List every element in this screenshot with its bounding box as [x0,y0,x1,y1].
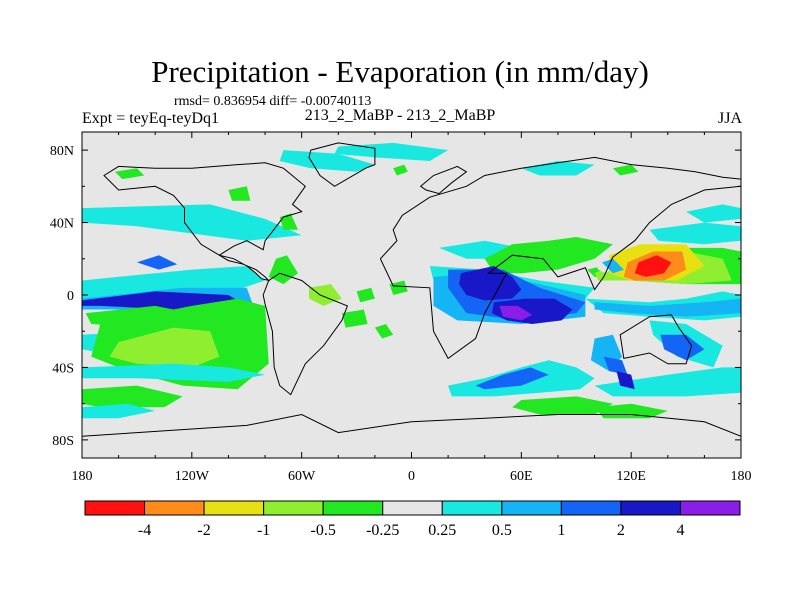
contour-region [82,403,156,419]
model-label: 213_2_MaBP - 213_2_MaBP [304,107,496,124]
contour-region [374,324,394,339]
colorbar-label: -2 [197,522,210,539]
contour-region [512,396,613,415]
coastline-north-america [103,162,306,256]
colorbar-box [84,500,146,516]
contour-region [612,164,639,176]
contour-region [499,305,533,321]
x-axis: 180 120W 60W 0 60E 120E 180 [72,132,752,484]
y-tick-label: 80N [50,144,74,159]
y-tick-label: 40N [50,217,74,232]
colorbar: -4 -2 -1 -0.5 -0.25 0.25 0.5 1 2 4 [84,500,741,539]
contour-region [136,255,178,270]
contour-region [484,237,613,274]
x-tick-label: 120E [616,469,646,484]
experiment-label: Expt = teyEq-teyDq1 [82,110,219,127]
chart-title: Precipitation - Evaporation (in mm/day) [151,54,649,89]
coastline-afro-eurasia [379,156,741,360]
x-tick-label: 60E [510,469,533,484]
contour-region [594,298,741,317]
x-tick-label: 0 [408,469,415,484]
contour-region [521,161,595,176]
colorbar-box [203,500,265,516]
contour-region [649,222,741,245]
colorbar-box [679,500,741,516]
x-tick-label: 180 [72,469,93,484]
y-tick-label: 80S [52,434,74,449]
colorbar-box [501,500,562,516]
contour-region [109,327,220,368]
colorbar-box [382,500,443,516]
contour-region [475,367,549,390]
colorbar-label: 0.5 [492,522,512,539]
stats-line: rmsd= 0.836954 diff= -0.00740113 [174,94,372,109]
contour-region [85,305,192,328]
colorbar-label: -4 [138,522,151,539]
colorbar-box [263,500,324,516]
contour-region [393,164,408,176]
coastline-greenland [308,142,376,187]
coastline-south-america [262,272,349,396]
contour-region [279,213,298,230]
contour-region [389,280,408,295]
colorbar-label: 2 [617,522,625,539]
x-tick-label: 180 [731,469,752,484]
contour-region [279,150,375,172]
contour-region [228,186,251,201]
coastline-scandinavia [419,165,468,195]
coastline-australia [619,314,693,365]
contour-region [334,142,449,161]
coastlines [82,142,741,458]
x-tick-label: 120W [175,469,210,484]
colorbar-box [620,500,681,516]
colorbar-label: 1 [557,522,565,539]
contour-region [82,363,266,382]
contour-region [356,287,375,303]
contour-region [601,258,624,274]
contour-region [82,204,302,241]
contour-region [594,367,741,397]
season-label: JJA [717,110,742,127]
contour-region [634,255,672,277]
contour-region [686,204,741,223]
colorbar-label: 4 [676,522,684,539]
colorbar-label: 0.25 [428,522,456,539]
colorbar-box [144,500,205,516]
y-axis: 80N 40N 0 40S 80S [50,144,741,449]
colorbar-label: -1 [257,522,270,539]
contour-region [341,309,368,328]
colorbar-label: -0.5 [311,522,336,539]
contour-region [616,371,635,390]
y-tick-label: 40S [52,361,74,376]
colorbar-box [441,500,503,516]
coastline-antarctica [82,413,741,458]
contour-region [603,356,628,375]
y-tick-label: 0 [67,289,74,304]
x-tick-label: 60W [288,469,316,484]
colorbar-box [322,500,384,516]
colorbar-label: -0.25 [366,522,399,539]
contour-region [82,385,183,408]
contour-region [115,168,145,180]
contour-region [660,334,705,361]
contour-field [82,132,741,458]
colorbar-box [560,500,622,516]
